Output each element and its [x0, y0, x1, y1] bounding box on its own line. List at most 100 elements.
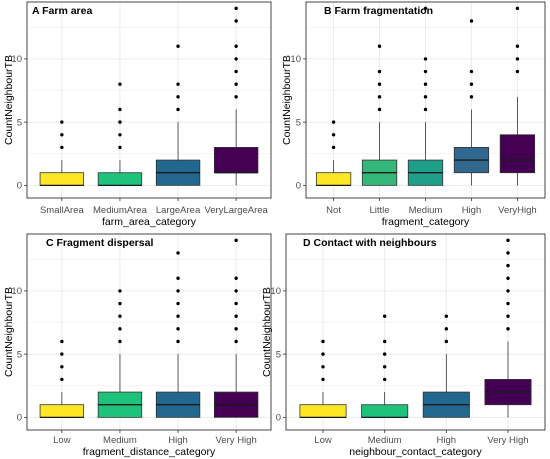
- x-tick-label: LargeArea: [156, 205, 201, 216]
- box-low: [39, 339, 85, 419]
- x-tick-label: Medium: [409, 205, 443, 216]
- box-body: [213, 147, 259, 174]
- outlier-point: [469, 69, 474, 74]
- outlier-point: [118, 82, 122, 86]
- outlier-point: [176, 107, 180, 112]
- x-axis-title: fragment_distance_category: [83, 446, 216, 458]
- outlier-point: [60, 377, 64, 382]
- y-tick-label: 10: [270, 286, 281, 297]
- outlier-point: [234, 82, 238, 86]
- box-veryhigh: [499, 6, 536, 186]
- box-body: [39, 172, 85, 186]
- y-tick-label: 5: [276, 349, 281, 360]
- box-high: [453, 19, 490, 186]
- outlier-point: [176, 95, 180, 99]
- outlier-point: [118, 133, 122, 137]
- box-little: [361, 44, 398, 186]
- outlier-point: [444, 339, 449, 344]
- panel-title: B Farm fragmentation: [324, 5, 433, 17]
- outlier-point: [423, 95, 428, 99]
- box-high: [422, 314, 470, 418]
- box-very-high: [213, 238, 259, 418]
- x-tick-label: Low: [314, 435, 332, 446]
- outlier-point: [176, 82, 180, 86]
- outlier-point: [118, 301, 122, 306]
- y-tick-label: 5: [296, 117, 301, 128]
- x-tick-label: Very High: [487, 435, 528, 446]
- outlier-point: [469, 95, 474, 99]
- outlier-point: [331, 145, 336, 150]
- outlier-point: [506, 289, 510, 293]
- outlier-point: [176, 314, 180, 318]
- x-tick-label: Not: [326, 205, 341, 216]
- y-tick-label: 5: [17, 349, 22, 360]
- outlier-point: [118, 107, 122, 112]
- y-tick-label: 10: [290, 54, 301, 65]
- outlier-point: [234, 301, 238, 306]
- outlier-point: [469, 82, 474, 86]
- outlier-point: [234, 276, 238, 280]
- outlier-point: [321, 365, 325, 369]
- y-axis-title: CountNeighbourTB: [3, 55, 15, 145]
- box-medium: [361, 314, 409, 419]
- y-tick-label: 0: [296, 181, 301, 192]
- x-axis-title: neighbour_contact_category: [349, 446, 482, 458]
- y-tick-label: 0: [276, 413, 281, 424]
- outlier-point: [331, 120, 336, 124]
- y-tick-label: 5: [17, 117, 22, 128]
- outlier-point: [377, 95, 382, 99]
- panel-title: A Farm area: [32, 5, 92, 17]
- outlier-point: [60, 133, 64, 137]
- outlier-point: [234, 57, 238, 61]
- x-tick-label: Medium: [103, 435, 137, 446]
- outlier-point: [377, 44, 382, 48]
- x-tick-label: Low: [53, 435, 71, 446]
- chart-panel-3: Low Medium High Very High 0 5 10 C Fragment dis…: [3, 233, 272, 458]
- y-tick-label: 10: [11, 54, 22, 65]
- box-body: [315, 172, 352, 186]
- outlier-point: [423, 6, 428, 11]
- outlier-point: [506, 327, 510, 331]
- panel-title: C Fragment dispersal: [46, 237, 153, 249]
- x-tick-label: VeryLargeArea: [204, 205, 268, 216]
- x-tick-label: High: [168, 435, 188, 446]
- outlier-point: [176, 289, 180, 293]
- y-tick-label: 0: [17, 413, 22, 424]
- outlier-point: [60, 339, 64, 344]
- chart-panel-4: Low Medium High Very High 0 5 10 D Contact with…: [261, 233, 546, 458]
- outlier-point: [506, 238, 510, 243]
- outlier-point: [377, 82, 382, 86]
- panel-title: D Contact with neighbours: [303, 237, 437, 249]
- outlier-point: [234, 339, 238, 344]
- x-tick-label: SmallArea: [40, 205, 85, 216]
- outlier-point: [60, 145, 64, 150]
- outlier-point: [176, 339, 180, 344]
- x-axis-title: fragment_category: [382, 216, 470, 228]
- outlier-point: [515, 69, 520, 74]
- box-body: [361, 404, 409, 418]
- outlier-point: [234, 327, 238, 331]
- outlier-point: [176, 276, 180, 280]
- outlier-point: [60, 352, 64, 356]
- outlier-point: [444, 314, 449, 318]
- x-axis-title: farm_area_category: [102, 216, 197, 228]
- outlier-point: [321, 352, 325, 356]
- outlier-point: [506, 263, 510, 268]
- outlier-point: [118, 314, 122, 318]
- chart-panel-1: SmallArea MediumArea LargeArea VeryLargeAre…: [3, 1, 272, 228]
- outlier-point: [321, 377, 325, 382]
- outlier-point: [118, 120, 122, 124]
- outlier-point: [423, 57, 428, 61]
- outlier-point: [234, 95, 238, 99]
- outlier-point: [60, 120, 64, 124]
- plot-frame: [26, 1, 272, 199]
- outlier-point: [60, 365, 64, 369]
- outlier-point: [382, 339, 387, 344]
- outlier-point: [382, 314, 387, 318]
- box-high: [155, 251, 201, 418]
- outlier-point: [469, 19, 474, 23]
- y-axis-title: CountNeighbourTB: [281, 55, 293, 145]
- box-verylargearea: [213, 6, 259, 186]
- box-body: [97, 172, 143, 186]
